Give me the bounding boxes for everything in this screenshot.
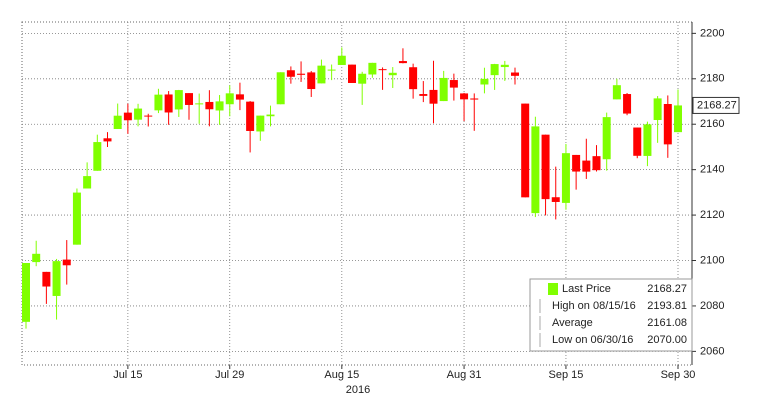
candle-body <box>83 176 92 189</box>
legend-swatch <box>548 283 558 295</box>
legend-label: Last Price <box>562 283 611 295</box>
candle-body <box>276 72 285 105</box>
candle-body <box>490 64 499 76</box>
candle-body <box>62 259 71 266</box>
legend-value: 2168.27 <box>647 283 687 295</box>
candle-body <box>429 89 438 104</box>
candle-body <box>22 263 30 322</box>
legend-value: 2161.08 <box>647 317 687 329</box>
candle-body <box>286 70 295 77</box>
candle-body <box>460 93 469 100</box>
candle-body <box>531 126 540 214</box>
candle-body <box>663 104 672 145</box>
candle-body <box>266 114 275 117</box>
x-tick-label: Jul 29 <box>215 369 244 381</box>
candle-body <box>103 138 112 142</box>
candle-body <box>409 67 418 90</box>
last-price-label: 2168.27 <box>697 99 737 111</box>
candle-body <box>317 65 326 84</box>
candle-body <box>195 103 204 105</box>
candle-body <box>368 62 377 75</box>
candle-body <box>246 101 255 131</box>
y-tick-label: 2200 <box>700 27 724 39</box>
candle-body <box>572 154 581 172</box>
candle-body <box>42 271 51 287</box>
legend-label: Average <box>552 317 593 329</box>
candle-body <box>674 105 682 133</box>
candle-body <box>541 134 550 200</box>
candle-body <box>592 156 601 171</box>
candle-body <box>93 142 102 171</box>
candle-body <box>561 153 570 203</box>
candle-body <box>72 192 81 245</box>
x-tick-label: Jul 15 <box>113 369 142 381</box>
candle-body <box>134 108 143 120</box>
candle-body <box>633 127 642 156</box>
candle-body <box>439 77 448 102</box>
candle-body <box>144 115 153 117</box>
candle-body <box>185 93 193 105</box>
candle-body <box>225 93 234 105</box>
candle-body <box>480 78 489 85</box>
candle-body <box>419 94 428 96</box>
candle-body <box>602 117 611 160</box>
candle-body <box>215 101 224 111</box>
y-tick-label: 2100 <box>700 254 724 266</box>
candle-body <box>174 90 183 110</box>
y-tick-label: 2180 <box>700 73 724 85</box>
candle-body <box>205 101 214 110</box>
candle-body <box>297 73 306 75</box>
candle-body <box>358 73 367 84</box>
last-price-marker <box>692 96 740 114</box>
candle-body <box>623 94 632 114</box>
x-axis-label: 2016 <box>346 384 370 396</box>
legend-value: 2070.00 <box>647 334 687 346</box>
candle-body <box>256 115 265 132</box>
candle-body <box>235 94 244 100</box>
candle-body <box>113 115 122 129</box>
candle-body <box>398 61 407 64</box>
plot-frame <box>21 21 693 366</box>
candle-body <box>154 94 163 111</box>
candle-body <box>348 64 356 83</box>
candle-body <box>653 98 662 121</box>
x-tick-label: Aug 31 <box>447 369 482 381</box>
y-tick-label: 2080 <box>700 300 724 312</box>
candle-body <box>32 253 41 263</box>
y-tick-label: 2120 <box>700 209 724 221</box>
candle-body <box>164 94 173 113</box>
x-tick-label: Aug 15 <box>324 369 359 381</box>
y-tick-label: 2140 <box>700 164 724 176</box>
candle-body <box>337 55 346 65</box>
candle-body <box>551 197 560 202</box>
legend-label: High on 08/15/16 <box>552 300 636 312</box>
candle-body <box>500 64 509 68</box>
legend-value: 2193.81 <box>647 300 687 312</box>
candle-body <box>307 72 316 90</box>
y-tick-label: 2160 <box>700 118 724 130</box>
legend-label: Low on 06/30/16 <box>552 334 633 346</box>
x-tick-label: Sep 15 <box>549 369 584 381</box>
candle-body <box>470 98 479 100</box>
y-tick-label: 2060 <box>700 345 724 357</box>
candle-body <box>327 69 336 71</box>
candle-body <box>52 261 61 296</box>
candle-body <box>521 103 530 198</box>
candle-body <box>612 85 621 100</box>
candle-body <box>449 80 458 88</box>
candle-body <box>582 160 591 172</box>
candle-body <box>511 72 519 76</box>
candle-body <box>388 72 397 76</box>
x-tick-label: Sep 30 <box>661 369 696 381</box>
candle-body <box>643 124 652 156</box>
candle-body <box>123 112 132 121</box>
candle-body <box>378 69 387 71</box>
